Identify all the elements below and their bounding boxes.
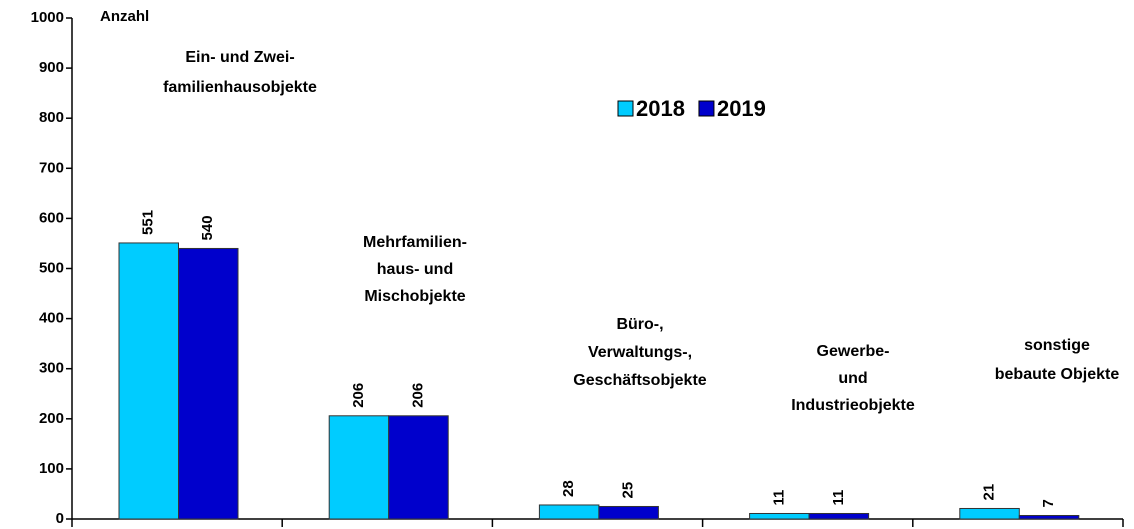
category-label: sonstige [1024,337,1090,354]
bar [598,505,659,520]
category-label: Mischobjekte [364,288,465,305]
bar [388,415,449,520]
bar [1018,514,1080,520]
y-tick-label: 900 [39,59,64,76]
y-tick-label: 600 [39,209,64,226]
category-label: haus- und [377,261,453,278]
category-label: Industrieobjekte [791,397,915,414]
bar [538,504,600,520]
value-label: 206 [409,383,426,408]
y-tick-label: 200 [39,410,64,427]
legend-label: 2019 [717,96,766,121]
y-tick-label: 700 [39,159,64,176]
y-tick-label: 1000 [31,9,64,26]
category-label: Ein- und Zwei- [185,49,294,66]
bar [959,507,1020,520]
y-tick-label: 800 [39,109,64,126]
y-tick-label: 400 [39,310,64,327]
value-label: 21 [981,484,998,501]
legend-swatch [698,100,715,117]
y-tick-label: 100 [39,460,64,477]
legend-swatch [617,100,634,117]
y-axis-label: Anzahl [100,8,149,25]
value-label: 7 [1040,499,1057,507]
category-label: Büro-, [616,316,663,333]
bar [808,512,870,520]
y-tick-label: 0 [56,510,64,527]
category-label: Verwaltungs-, [588,344,692,361]
value-label: 206 [350,383,367,408]
y-tick-label: 300 [39,360,64,377]
bar [178,247,239,520]
value-label: 551 [140,210,157,235]
category-label: Geschäftsobjekte [573,372,706,389]
category-label: bebaute Objekte [995,366,1120,383]
value-label: 11 [830,490,847,506]
value-label: 11 [770,490,787,506]
bar [118,242,179,520]
y-tick-label: 500 [39,259,64,276]
category-label: Gewerbe- [817,343,890,360]
legend-label: 2018 [636,96,685,121]
bar [749,512,810,520]
value-label: 28 [560,480,577,497]
value-label: 25 [620,482,637,499]
category-label: familienhausobjekte [163,79,317,96]
bar [328,415,390,520]
value-label: 540 [199,215,216,240]
category-label: und [838,370,867,387]
category-label: Mehrfamilien- [363,234,467,251]
